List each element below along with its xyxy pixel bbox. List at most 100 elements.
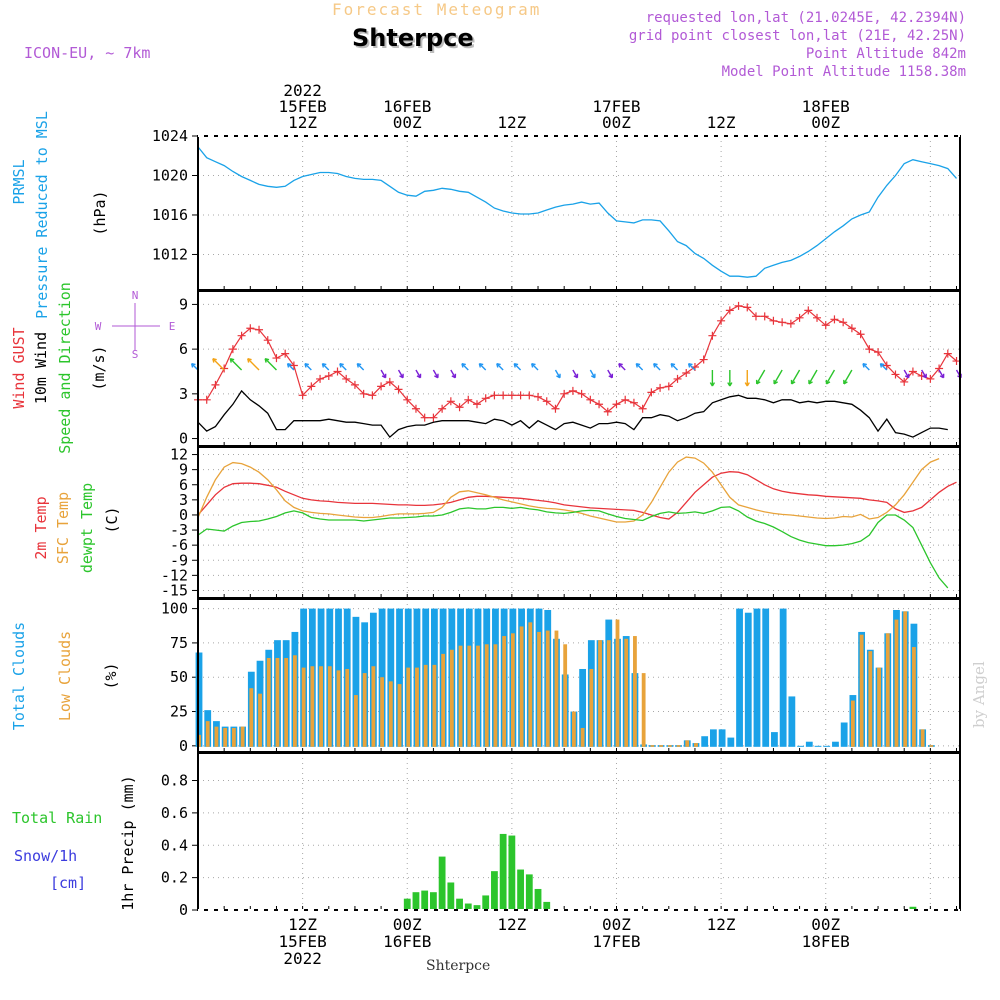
wind-gust-marker: [717, 316, 726, 325]
time-label-bottom: 12Z: [288, 915, 317, 934]
low-cloud-bar: [362, 673, 367, 747]
wind-gust-marker: [839, 318, 848, 327]
wind-gust-marker: [420, 413, 429, 422]
wind-gust-marker: [795, 313, 804, 322]
wind-speed-line: [197, 389, 948, 439]
y-tick-label: 75: [170, 634, 188, 652]
wind-gust-marker: [882, 361, 891, 370]
low-cloud-bar: [476, 645, 480, 747]
y-tick-label: 0: [179, 430, 188, 448]
wind-barb-head: [670, 362, 676, 368]
wind-barb-head: [744, 382, 750, 387]
low-cloud-bar: [563, 644, 568, 747]
time-label-top: 00Z: [393, 113, 422, 132]
wind-gust-marker: [638, 404, 647, 413]
wind-gust-marker: [255, 325, 264, 334]
wind-barb-shaft: [212, 358, 225, 371]
low-cloud-bar: [354, 695, 358, 747]
low-cloud-bar: [920, 729, 925, 747]
wind-barb-head: [229, 357, 235, 363]
wind-barb: [478, 362, 487, 371]
wind-gust-marker: [734, 301, 743, 310]
low-cloud-bar: [650, 745, 655, 747]
wind-gust-marker: [577, 389, 586, 398]
rain-bar: [517, 869, 524, 910]
wind-gust-marker: [307, 382, 316, 391]
wind-barb-shaft: [773, 369, 783, 385]
wind-barb-shaft: [339, 363, 347, 371]
wind-barb-head: [608, 373, 614, 379]
footer-location: Shterpce: [426, 958, 491, 974]
wind-gust-marker: [568, 386, 577, 395]
wind-barb-head: [709, 382, 716, 387]
wind-gust-marker: [438, 404, 447, 413]
ylabel-snow: Snow/1h: [14, 847, 77, 865]
total-cloud-bar: [387, 608, 395, 747]
wind-barb-shaft: [247, 358, 260, 371]
low-cloud-bar: [467, 645, 472, 747]
total-cloud-bar: [727, 737, 735, 747]
rain-bar: [403, 898, 411, 910]
wind-barb-shaft: [356, 363, 365, 371]
y-tick-label: 50: [170, 668, 188, 686]
low-cloud-bar: [580, 727, 585, 747]
wind-barb-head: [843, 379, 848, 385]
wind-barb-shaft: [589, 369, 596, 379]
wind-barb-shaft: [670, 363, 679, 371]
wind-barb-shaft: [554, 369, 561, 379]
low-cloud-bar: [929, 745, 934, 747]
wind-barb-head: [461, 362, 466, 368]
low-cloud-bar: [589, 668, 594, 747]
wind-barb: [321, 362, 330, 371]
y-tick-label: 1020: [152, 166, 188, 184]
compass-south: S: [132, 348, 139, 361]
low-cloud-bar: [885, 633, 890, 747]
time-label-bottom: 17FEB: [592, 932, 640, 951]
wind-barb-shaft: [618, 363, 626, 371]
grid-point-coords: grid point closest lon,lat (21E, 42.25N): [628, 28, 966, 44]
total-cloud-bar: [779, 608, 787, 747]
low-cloud-bar: [850, 700, 855, 747]
wind-barb-shaft: [397, 369, 404, 379]
wind-barb-shaft: [938, 369, 945, 379]
total-cloud-bar: [744, 612, 752, 747]
wind-gust-marker: [725, 306, 734, 315]
wind-barb-head: [264, 357, 270, 363]
wind-gust-marker: [908, 367, 917, 376]
wind-barb: [247, 357, 260, 371]
low-cloud-bar: [258, 693, 262, 747]
wind-barb: [618, 362, 626, 371]
low-cloud-bar: [380, 677, 384, 747]
model-label: ICON-EU, ~ 7km: [24, 44, 151, 62]
time-label-top: 12Z: [497, 113, 526, 132]
wind-gust-marker: [324, 371, 333, 380]
wind-barb: [356, 362, 365, 371]
ylabel-wind-gust: Wind GUST: [10, 327, 28, 408]
wind-gust-marker: [429, 413, 438, 422]
wind-barb: [572, 369, 579, 379]
wind-barb-head: [635, 362, 641, 368]
rain-bar: [499, 833, 507, 910]
time-label-top: 2022: [283, 81, 322, 100]
ylabel-total-rain: Total Rain: [12, 809, 102, 827]
low-cloud-bar: [519, 626, 524, 747]
low-cloud-bar: [240, 726, 245, 747]
wind-gust-marker: [786, 319, 795, 328]
low-cloud-bar: [685, 740, 690, 747]
wind-barb: [921, 369, 927, 379]
low-cloud-bar: [493, 644, 498, 747]
rain-bar: [412, 892, 420, 910]
time-label-top: 00Z: [602, 113, 631, 132]
wind-barb-head: [590, 373, 596, 379]
wind-barb: [687, 362, 696, 371]
y-tick-label: 0.4: [161, 836, 188, 854]
y-tick-label: 0.8: [161, 772, 188, 790]
wind-gust-marker: [560, 389, 569, 398]
wind-barb-head: [286, 362, 292, 368]
wind-frame: [197, 290, 961, 447]
wind-barb: [862, 362, 870, 371]
wind-barb: [513, 362, 522, 371]
compass-north: N: [132, 289, 139, 302]
wind-barb-head: [212, 357, 217, 363]
